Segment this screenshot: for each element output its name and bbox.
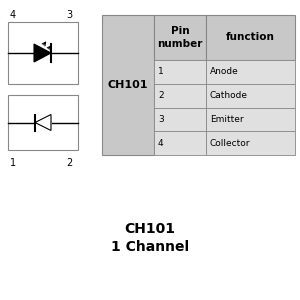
Text: Anode: Anode: [210, 68, 239, 76]
Text: function: function: [226, 32, 275, 43]
Text: 3: 3: [66, 10, 72, 20]
Text: 1 Channel: 1 Channel: [111, 240, 189, 254]
Bar: [154, 84, 206, 107]
Bar: [102, 15, 154, 155]
Text: 1: 1: [10, 158, 16, 168]
Bar: [154, 107, 206, 131]
Text: CH101: CH101: [108, 80, 148, 90]
Bar: [206, 131, 295, 155]
Bar: [206, 107, 295, 131]
Text: 2: 2: [66, 158, 72, 168]
Bar: [154, 15, 206, 60]
Text: Pin
number: Pin number: [157, 26, 203, 49]
Text: Emitter: Emitter: [210, 115, 244, 124]
Polygon shape: [34, 44, 51, 62]
Text: CH101: CH101: [124, 222, 176, 236]
Bar: [206, 15, 295, 60]
Bar: [8, 22, 78, 84]
Text: 2: 2: [158, 91, 164, 100]
Text: 1: 1: [158, 68, 164, 76]
Text: 3: 3: [158, 115, 164, 124]
Text: Cathode: Cathode: [210, 91, 248, 100]
Polygon shape: [35, 115, 51, 130]
Bar: [154, 131, 206, 155]
Bar: [206, 84, 295, 107]
Text: Collector: Collector: [210, 139, 250, 148]
Bar: [8, 95, 78, 150]
Bar: [206, 60, 295, 84]
Text: 4: 4: [10, 10, 16, 20]
Text: 4: 4: [158, 139, 164, 148]
Bar: [154, 60, 206, 84]
